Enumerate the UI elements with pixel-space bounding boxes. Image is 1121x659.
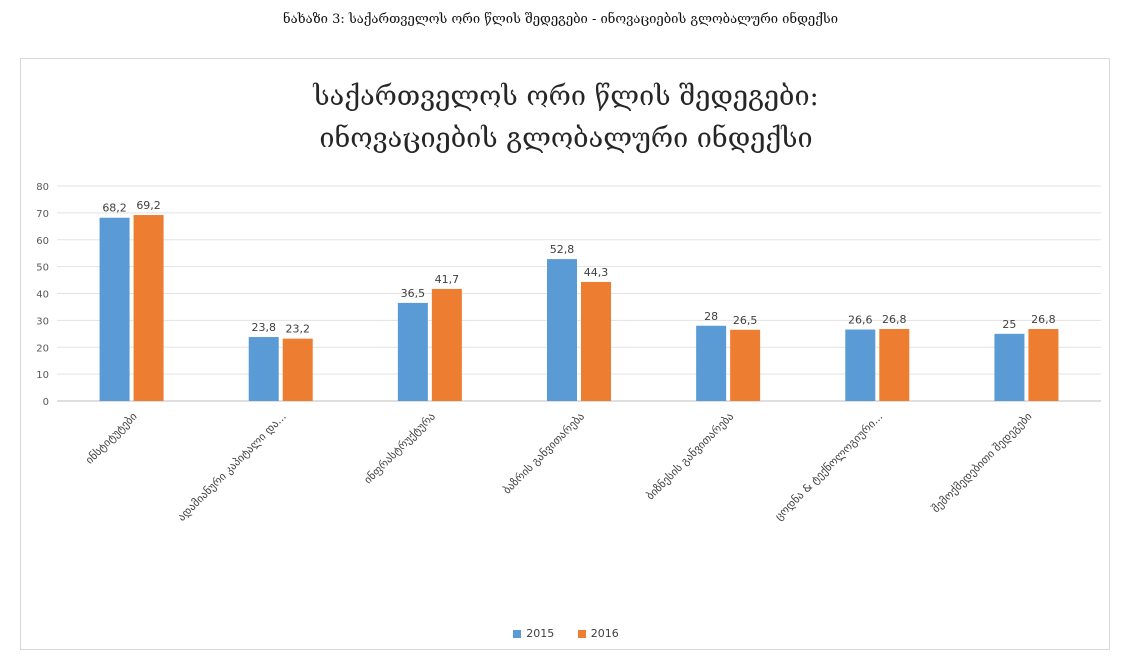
bar-2015-4: [696, 325, 727, 401]
bar-2016-2: [431, 288, 462, 401]
y-tick-label: 20: [36, 343, 49, 354]
y-tick-label: 0: [43, 397, 49, 408]
data-label-2016-5: 26,8: [882, 313, 907, 326]
bar-2016-1: [282, 338, 313, 401]
category-label-2: ინფრასტრუქტურა: [361, 410, 438, 487]
bar-2015-2: [397, 302, 428, 401]
data-label-2015-3: 52,8: [550, 243, 575, 256]
bar-2016-4: [730, 329, 761, 401]
category-label-6: შემოქმედებითი შედეგები: [929, 410, 1034, 515]
bar-2015-1: [248, 337, 279, 401]
data-label-2015-0: 68,2: [102, 202, 127, 215]
data-label-2016-4: 26,5: [733, 314, 758, 327]
bar-2015-5: [845, 329, 876, 401]
data-label-2015-1: 23,8: [251, 321, 276, 334]
bar-chart: 0 10 20 30 40 50 60 70 80 68,2 69,2 ინსტიტუტები 23,8…: [36, 182, 1101, 524]
data-label-2015-2: 36,5: [401, 287, 426, 300]
category-label-3: ბაზრის განვითარება: [500, 410, 587, 497]
bar-2015-3: [547, 259, 577, 401]
figure-caption: ნახაზი 3: საქართველოს ორი წლის შედეგები …: [283, 12, 838, 27]
bar-2016-5: [879, 328, 910, 401]
y-tick-label: 40: [36, 290, 49, 301]
bar-2016-6: [1028, 328, 1059, 401]
y-tick-label: 70: [36, 209, 49, 220]
data-label-2016-0: 69,2: [136, 199, 161, 212]
chart-title-line-2: ინოვაციების გლობალური ინდექსი: [319, 123, 813, 154]
data-label-2015-5: 26,6: [848, 314, 873, 327]
category-label-0: ინსტიტუტები: [83, 410, 140, 467]
bar-2015-0: [99, 217, 130, 401]
y-tick-label: 10: [36, 370, 49, 381]
legend-item-2015: 2015: [513, 627, 554, 640]
legend-label-2015: 2015: [526, 627, 555, 640]
category-label-1: ადამიანური კაპიტალი და...: [175, 410, 289, 524]
legend-swatch-2016: [577, 629, 586, 638]
y-tick-label: 30: [36, 316, 49, 327]
data-label-2016-1: 23,2: [285, 323, 310, 336]
legend: 2015 2016: [21, 627, 1111, 641]
data-label-2016-3: 44,3: [584, 266, 609, 279]
y-tick-label: 80: [36, 182, 49, 193]
legend-swatch-2015: [513, 629, 522, 638]
data-label-2016-2: 41,7: [435, 273, 460, 286]
legend-label-2016: 2016: [590, 627, 619, 640]
bar-2015-6: [994, 333, 1025, 401]
bar-2016-3: [581, 281, 611, 401]
bar-2016-0: [133, 215, 164, 401]
y-tick-label: 60: [36, 236, 49, 247]
category-label-4: ბიზნესის განვითარება: [644, 410, 737, 503]
data-label-2015-4: 28: [704, 310, 718, 323]
data-label-2016-6: 26,8: [1031, 313, 1056, 326]
y-tick-label: 50: [36, 263, 49, 274]
data-label-2015-6: 25: [1002, 318, 1016, 331]
chart-frame: საქართველოს ორი წლის შედეგები: ინოვაციებ…: [20, 58, 1110, 650]
chart-title-line-1: საქართველოს ორი წლის შედეგები:: [313, 81, 819, 112]
legend-item-2016: 2016: [577, 627, 619, 640]
category-label-5: ცოდნა & ტექნოლოგიური...: [772, 410, 885, 523]
